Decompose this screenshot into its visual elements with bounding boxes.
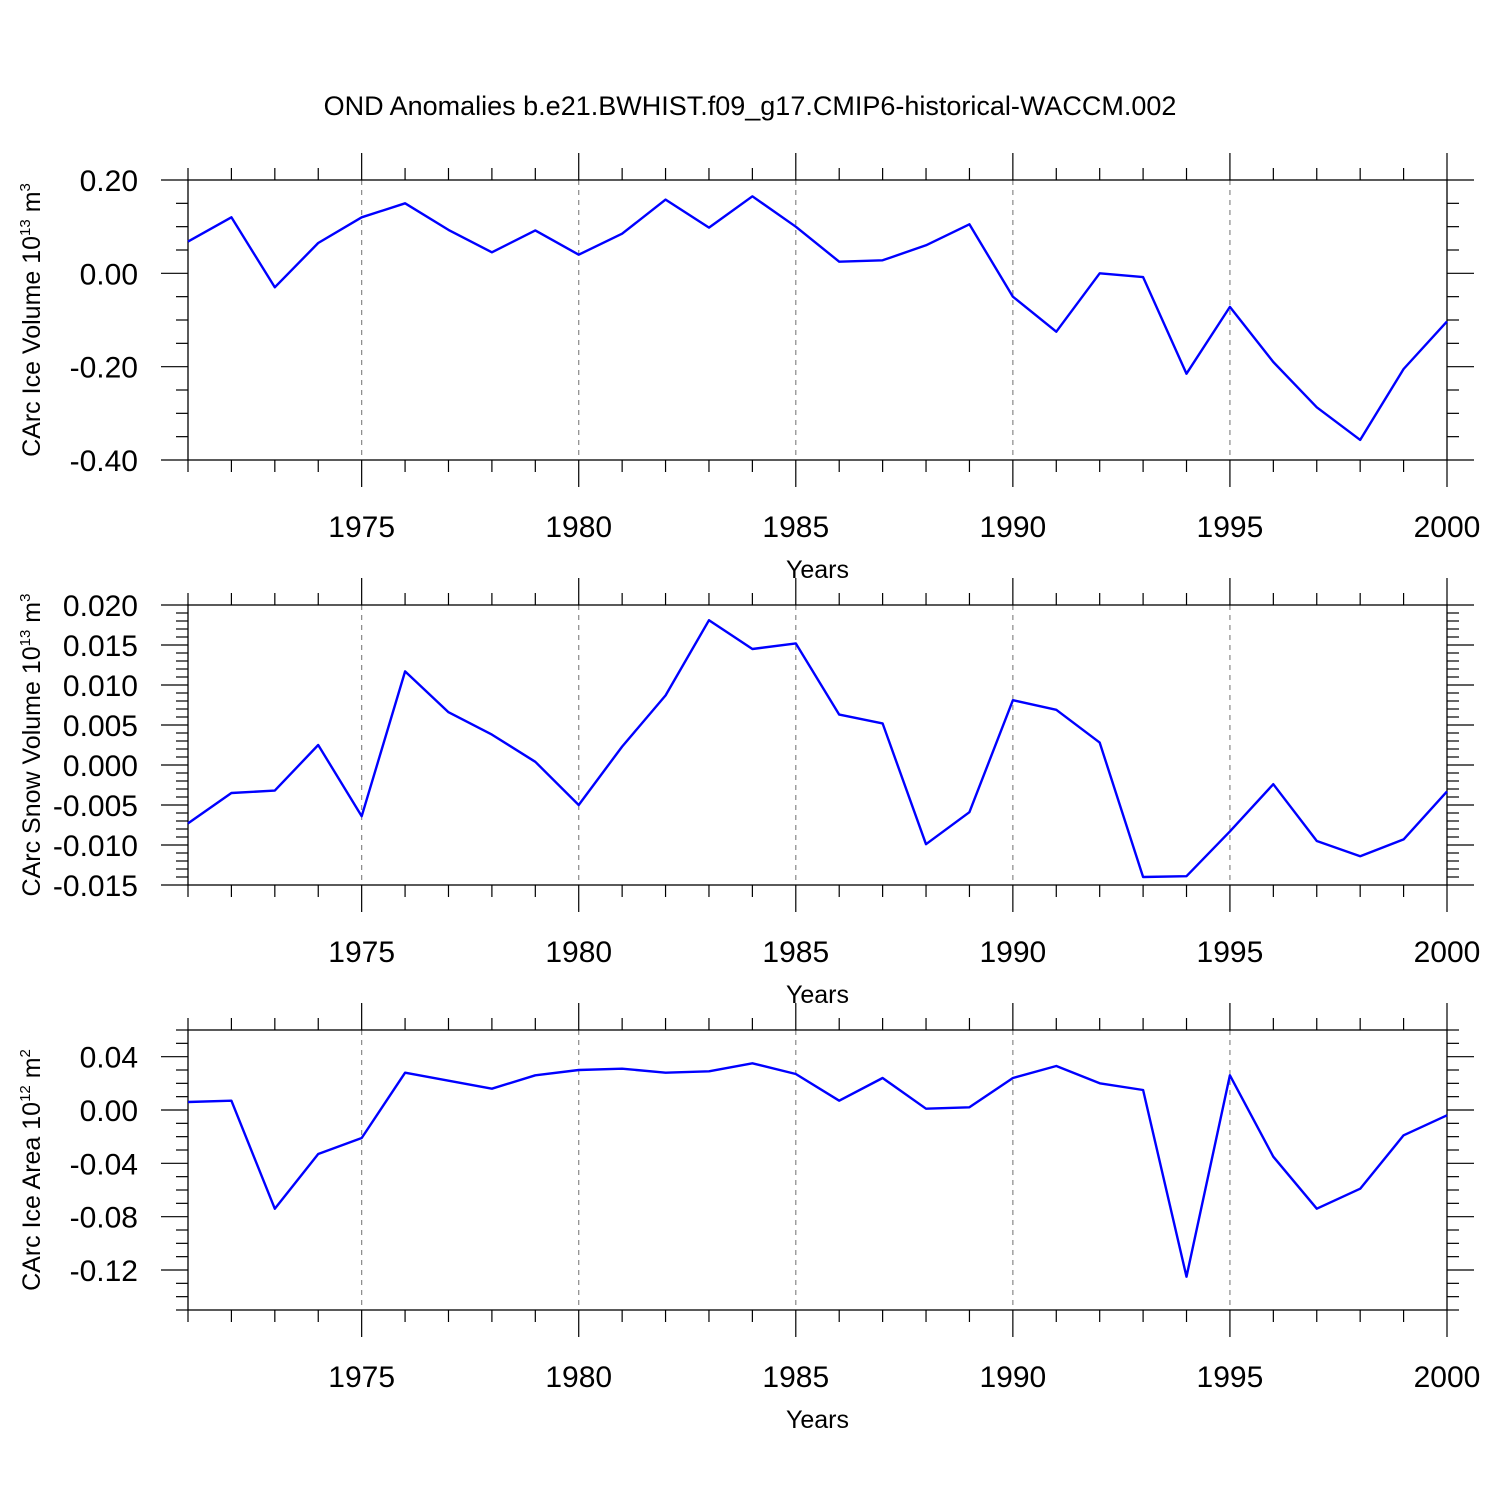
y-tick-label: -0.005 [53, 790, 138, 823]
x-tick-label: 1995 [1197, 936, 1264, 969]
panel-1: 1975 1980 1985 1990 1995 2000 0.20 0.00 -0.20 -0.… [17, 153, 1480, 584]
x-tick-label: 1985 [762, 511, 829, 544]
y-tick-label: -0.015 [53, 870, 138, 903]
y-tick-label: -0.08 [70, 1202, 138, 1235]
y-tick-label: 0.010 [63, 670, 138, 703]
y-tick-label: 0.04 [80, 1042, 138, 1075]
x-axis-label: Years [786, 981, 849, 1009]
x-tick-label: 2000 [1414, 511, 1481, 544]
plot-frame [187, 1029, 1448, 1311]
y-tick-label: 0.00 [80, 1095, 138, 1128]
panel-2: 1975 1980 1985 1990 1995 2000 0.020 0.015 0.010 0… [17, 578, 1480, 1009]
x-axis-label: Years [786, 556, 849, 584]
x-tick-label: 1985 [762, 936, 829, 969]
panels: 1975 1980 1985 1990 1995 2000 0.20 0.00 -0.20 -0.… [17, 153, 1480, 1434]
x-tick-label: 1975 [328, 1361, 395, 1394]
x-tick-label: 1985 [762, 1361, 829, 1394]
x-tick-label: 1990 [979, 511, 1046, 544]
y-tick-label: 0.005 [63, 710, 138, 743]
y-tick-label: 0.00 [80, 258, 138, 291]
series-line [187, 1062, 1448, 1278]
x-tick-label: 1995 [1197, 511, 1264, 544]
x-tick-label: 2000 [1414, 936, 1481, 969]
y-tick-label: 0.20 [80, 165, 138, 198]
series-line [187, 195, 1448, 442]
y-tick-label: -0.40 [70, 445, 138, 478]
series-line [187, 619, 1448, 879]
y-axis-label: CArc Snow Volume 1013 m3 [17, 594, 46, 897]
x-tick-label: 1980 [545, 1361, 612, 1394]
y-tick-label: -0.20 [70, 352, 138, 385]
x-tick-label: 1990 [979, 936, 1046, 969]
x-axis-label: Years [786, 1406, 849, 1434]
figure-title: OND Anomalies b.e21.BWHIST.f09_g17.CMIP6… [324, 91, 1177, 121]
y-tick-label: 0.015 [63, 630, 138, 663]
plot-frame [187, 179, 1448, 461]
y-tick-label: 0.000 [63, 750, 138, 783]
panel-3: 1975 1980 1985 1990 1995 2000 0.04 0.00 -0.04 -0.… [17, 1003, 1480, 1434]
y-tick-label: 0.020 [63, 590, 138, 623]
x-tick-label: 1980 [545, 511, 612, 544]
y-tick-label: -0.12 [70, 1255, 138, 1288]
x-tick-label: 2000 [1414, 1361, 1481, 1394]
plot-frame [187, 604, 1448, 886]
y-tick-label: -0.04 [70, 1148, 138, 1181]
x-tick-label: 1990 [979, 1361, 1046, 1394]
y-axis-label: CArc Ice Area 1012 m2 [17, 1049, 46, 1291]
y-axis-label: CArc Ice Volume 1013 m3 [17, 183, 46, 457]
x-tick-label: 1975 [328, 511, 395, 544]
x-tick-label: 1975 [328, 936, 395, 969]
x-tick-label: 1980 [545, 936, 612, 969]
x-tick-label: 1995 [1197, 1361, 1264, 1394]
y-tick-label: -0.010 [53, 830, 138, 863]
